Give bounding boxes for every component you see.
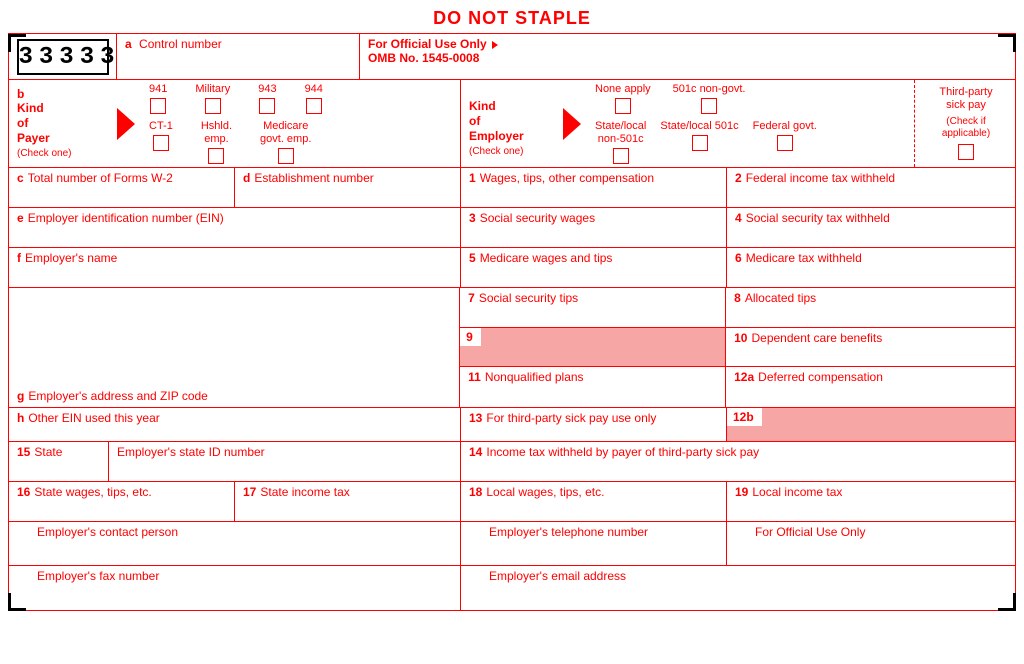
email-label: Employer's email address [489, 569, 626, 583]
box-b-letter: b [17, 87, 24, 101]
box-c: Total number of Forms W-2 [28, 171, 173, 185]
chk-none[interactable] [615, 98, 631, 114]
box-12a: Deferred compensation [758, 370, 883, 384]
chk-military[interactable] [205, 98, 221, 114]
box-11: Nonqualified plans [485, 370, 584, 384]
arrow-payer-icon [117, 108, 135, 140]
chk-fed[interactable] [777, 135, 793, 151]
kind-payer-l1: Kind [17, 101, 44, 115]
lbl-sl-non501c: State/local non-501c [595, 120, 646, 146]
fax-label: Employer's fax number [37, 569, 159, 583]
arrow-employer-icon [563, 108, 581, 140]
box-10: Dependent care benefits [751, 331, 882, 345]
lbl-fed: Federal govt. [753, 120, 817, 133]
chk-sl-non501c[interactable] [613, 148, 629, 164]
box-18: Local wages, tips, etc. [486, 485, 604, 499]
kind-payer-l3: Payer [17, 131, 50, 145]
kind-emp-check: (Check one) [469, 146, 523, 157]
box-13: For third-party sick pay use only [486, 411, 656, 425]
box-h: Other EIN used this year [28, 411, 159, 425]
box-14: Income tax withheld by payer of third-pa… [486, 445, 759, 459]
lbl-medicare: Medicare govt. emp. [260, 120, 311, 146]
third-party-label: Third-party sick pay [923, 86, 1009, 112]
third-party-sub: (Check if applicable) [923, 116, 1009, 140]
header-title: DO NOT STAPLE [8, 8, 1016, 29]
box-7: Social security tips [479, 291, 578, 305]
kind-payer-check: (Check one) [17, 148, 71, 159]
kind-payer-l2: of [17, 116, 28, 130]
box-9: 9 [460, 328, 481, 346]
box-16: State wages, tips, etc. [34, 485, 151, 499]
box-a-label: Control number [139, 37, 222, 51]
chk-501c-ng[interactable] [701, 98, 717, 114]
box-15a: Employer's state ID number [117, 445, 265, 459]
box-d: Establishment number [254, 171, 373, 185]
chk-medicare[interactable] [278, 148, 294, 164]
box-19: Local income tax [752, 485, 842, 499]
official-use-2: For Official Use Only [755, 525, 865, 539]
lbl-ct1: CT-1 [149, 120, 173, 133]
lbl-sl-501c: State/local 501c [660, 120, 738, 133]
phone-label: Employer's telephone number [489, 525, 648, 539]
chk-944[interactable] [306, 98, 322, 114]
lbl-944: 944 [305, 83, 323, 96]
arrow-right-icon [492, 41, 498, 49]
lbl-501c-ng: 501c non-govt. [673, 83, 746, 96]
chk-ct1[interactable] [153, 135, 169, 151]
omb-number: OMB No. 1545-0008 [368, 51, 479, 65]
chk-sl-501c[interactable] [692, 135, 708, 151]
box-f: Employer's name [25, 251, 117, 265]
box-6: Medicare tax withheld [746, 251, 862, 265]
kind-emp-l1: Kind [469, 99, 496, 113]
chk-941[interactable] [150, 98, 166, 114]
chk-hshld[interactable] [208, 148, 224, 164]
box-g: Employer's address and ZIP code [28, 389, 208, 403]
box-8: Allocated tips [745, 291, 816, 305]
kind-emp-l2: of [469, 114, 480, 128]
contact-label: Employer's contact person [37, 525, 178, 539]
form-grid: 33333 a Control number For Official Use … [8, 33, 1016, 611]
lbl-hshld: Hshld. emp. [201, 120, 232, 146]
box-e: Employer identification number (EIN) [28, 211, 224, 225]
box-12b: 12b [727, 408, 762, 426]
box-3: Social security wages [480, 211, 595, 225]
lbl-military: Military [195, 83, 230, 96]
box-5: Medicare wages and tips [480, 251, 613, 265]
form-number-box: 33333 [17, 39, 109, 75]
chk-943[interactable] [259, 98, 275, 114]
box-1: Wages, tips, other compensation [480, 171, 654, 185]
lbl-none: None apply [595, 83, 651, 96]
box-17: State income tax [260, 485, 349, 499]
kind-emp-l3: Employer [469, 129, 524, 143]
chk-third-party[interactable] [958, 144, 974, 160]
w3-form: DO NOT STAPLE 33333 a Control number For… [8, 8, 1016, 611]
box-2: Federal income tax withheld [746, 171, 895, 185]
official-use-label: For Official Use Only [368, 37, 487, 51]
lbl-943: 943 [258, 83, 276, 96]
lbl-941: 941 [149, 83, 167, 96]
box-4: Social security tax withheld [746, 211, 890, 225]
box-15: State [34, 445, 62, 459]
box-a-letter: a [125, 37, 132, 51]
